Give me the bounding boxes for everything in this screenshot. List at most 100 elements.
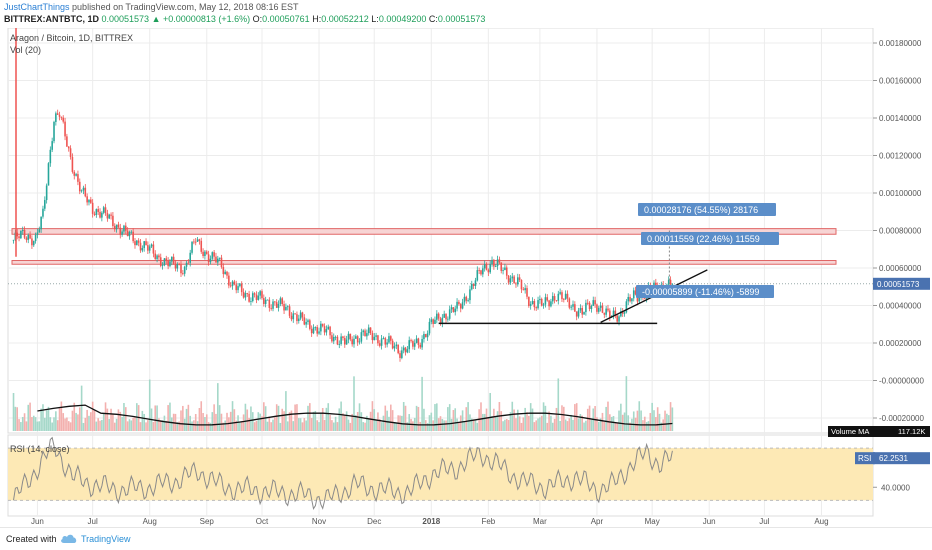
drawings[interactable]: 0.00028176 (54.55%) 28176 0.00011559 (22.… <box>438 203 779 325</box>
candle-body <box>235 284 238 291</box>
candle-body <box>380 338 383 346</box>
candle-body <box>204 251 206 257</box>
volume-bar <box>465 407 468 431</box>
volume-bar <box>520 422 523 431</box>
candle-body <box>360 332 363 342</box>
volume-bar <box>231 401 234 431</box>
volume-bar <box>261 416 263 431</box>
symbol-label[interactable]: BITTREX:ANTBTC, 1D <box>4 14 99 24</box>
candle-body <box>436 313 438 320</box>
candle-body <box>325 329 328 333</box>
candle-body <box>356 336 359 343</box>
candle-body <box>526 288 528 297</box>
candle-body <box>82 187 85 191</box>
candle-body <box>285 306 287 311</box>
volume-bar <box>454 408 457 431</box>
candle-body <box>112 215 114 227</box>
candle-body <box>577 310 580 317</box>
candle-body <box>334 336 337 338</box>
volume-bar <box>97 418 99 431</box>
volume-bar <box>253 422 256 431</box>
resistance-zone[interactable] <box>11 228 837 235</box>
volume-bar <box>570 414 572 431</box>
candle-body <box>388 336 390 343</box>
rsi-value-tag-text: 62.2531 <box>879 454 908 463</box>
y-tick-label: 0.00060000 <box>879 264 922 273</box>
candle-body <box>307 320 309 322</box>
volume-bar <box>564 419 567 431</box>
volume-bar <box>404 405 407 431</box>
volume-bar <box>642 420 644 431</box>
volume-bar <box>487 417 490 431</box>
candle-body <box>154 253 157 260</box>
volume-bar <box>366 415 368 431</box>
tradingview-link[interactable]: TradingView <box>81 534 131 544</box>
candle-body <box>616 315 618 322</box>
volume-bar <box>281 408 284 431</box>
x-tick-label: Apr <box>591 517 604 526</box>
candle-body <box>347 333 350 340</box>
candle-body <box>507 275 510 283</box>
candle-body <box>64 121 66 137</box>
candle-body <box>671 284 674 286</box>
candle-body <box>627 296 630 302</box>
candle-body <box>60 116 63 118</box>
candle-body <box>625 301 628 313</box>
candle-body <box>461 302 464 309</box>
candle-body <box>88 199 90 203</box>
volume-bar <box>279 422 282 431</box>
volume-bar <box>27 404 30 431</box>
volume-bar <box>364 422 366 431</box>
volume-bar <box>594 406 596 431</box>
candle-body <box>266 299 269 301</box>
candle-body <box>110 214 112 216</box>
volume-bar <box>202 413 204 431</box>
volume-bar <box>248 417 250 431</box>
measure-label-box[interactable] <box>638 203 776 216</box>
volume-bar <box>204 417 206 431</box>
candle-body <box>371 333 374 341</box>
volume-bar <box>272 419 274 431</box>
candle-body <box>66 136 68 147</box>
volume-bar <box>316 420 318 431</box>
candle-body <box>614 310 617 316</box>
candle-body <box>504 267 506 271</box>
volume-bar <box>443 420 445 431</box>
candle-body <box>401 350 403 358</box>
volume-bar <box>334 416 337 431</box>
measure-label-box[interactable] <box>641 232 779 245</box>
volume-bar <box>286 421 289 431</box>
price-chart[interactable]: 0.00028176 (54.55%) 28176 0.00011559 (22.… <box>0 28 932 527</box>
candle-body <box>601 305 604 313</box>
author-link[interactable]: JustChartThings <box>4 2 70 12</box>
volume-bar <box>95 421 98 431</box>
rsi-value-tag <box>873 452 930 465</box>
volume-bar <box>176 422 179 431</box>
candle-body <box>518 277 521 280</box>
candle-body <box>485 264 488 270</box>
candle-body <box>483 264 486 269</box>
volume-bar <box>343 415 346 431</box>
volume-bar <box>461 410 464 431</box>
rsi-pane <box>8 436 873 511</box>
measure-label-box[interactable] <box>636 285 774 298</box>
volume-bar <box>360 412 363 431</box>
candle-body <box>623 312 626 314</box>
volume-bar <box>244 403 247 431</box>
volume-bar <box>169 402 171 431</box>
candle-body <box>106 213 109 219</box>
resistance-zone[interactable] <box>11 260 837 265</box>
volume-bar <box>472 419 475 431</box>
volume-bar <box>299 418 302 431</box>
candle-body <box>12 239 15 241</box>
candle-body <box>500 262 503 271</box>
candle-body <box>205 251 208 255</box>
volume-bar <box>621 414 624 431</box>
candle-body <box>47 163 50 186</box>
candle-body <box>73 171 76 176</box>
candle-body <box>447 318 449 320</box>
volume-bar <box>145 422 147 431</box>
volume-bar <box>45 410 48 431</box>
volume-bar <box>516 409 519 431</box>
candle-body <box>34 234 37 242</box>
